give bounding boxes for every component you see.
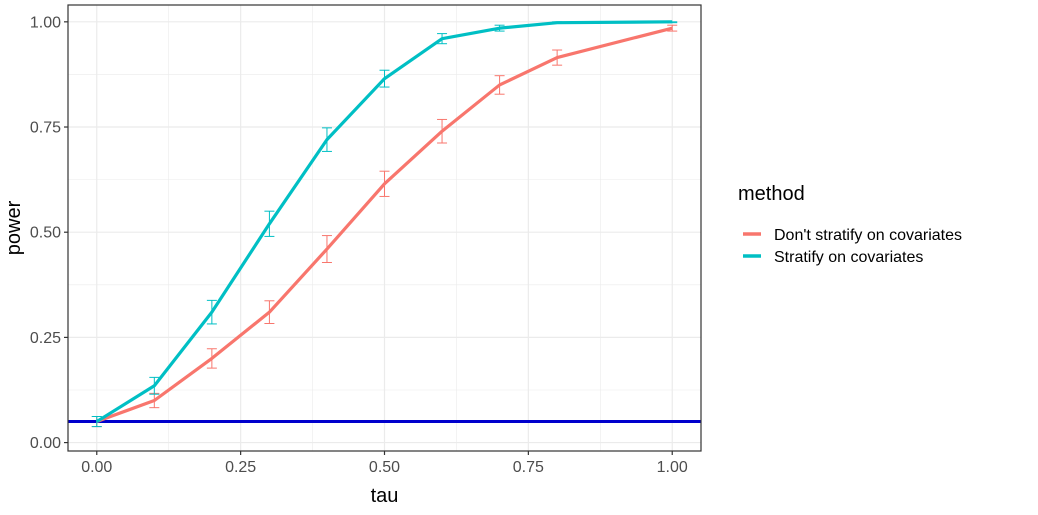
y-tick-label: 1.00 [30,14,61,31]
series-layer [91,20,678,428]
x-axis-title: tau [371,485,399,507]
error-bar [552,21,563,25]
error-bar [206,299,217,325]
error-bar [264,300,275,325]
error-bar [91,415,102,428]
error-bar [494,24,505,32]
y-tick-label: 0.25 [30,330,61,347]
legend-label: Don't stratify on covariates [774,227,962,244]
error-bar [321,235,332,264]
y-axis: 0.00 0.25 0.50 0.75 1.00 [30,14,68,452]
error-bar [667,24,678,32]
y-tick-label: 0.50 [30,225,61,242]
series-1 [91,20,678,428]
x-tick-label: 0.50 [369,459,400,476]
error-bar [667,21,678,24]
x-axis: 0.00 0.25 0.50 0.75 1.00 [81,451,688,476]
error-bar [321,127,332,152]
error-bar [379,69,390,88]
legend: method Don't stratify on covariates Strat… [738,183,962,266]
legend-label: Stratify on covariates [774,249,923,266]
y-tick-label: 0.00 [30,435,61,452]
error-bar [264,210,275,237]
x-tick-label: 1.00 [657,459,688,476]
series-line [95,20,673,423]
legend-title: method [738,183,805,205]
y-tick-label: 0.75 [30,120,61,137]
error-bar [494,75,505,95]
y-axis-title: power [3,200,25,255]
series-line [96,26,673,424]
error-bar [206,348,217,369]
error-bar [437,33,448,45]
x-tick-label: 0.00 [81,459,112,476]
error-bar [552,49,563,66]
error-bar [379,170,390,197]
error-bar [437,118,448,144]
grid [68,5,701,451]
error-bar [149,376,160,395]
x-tick-label: 0.75 [513,459,544,476]
x-tick-label: 0.25 [225,459,256,476]
